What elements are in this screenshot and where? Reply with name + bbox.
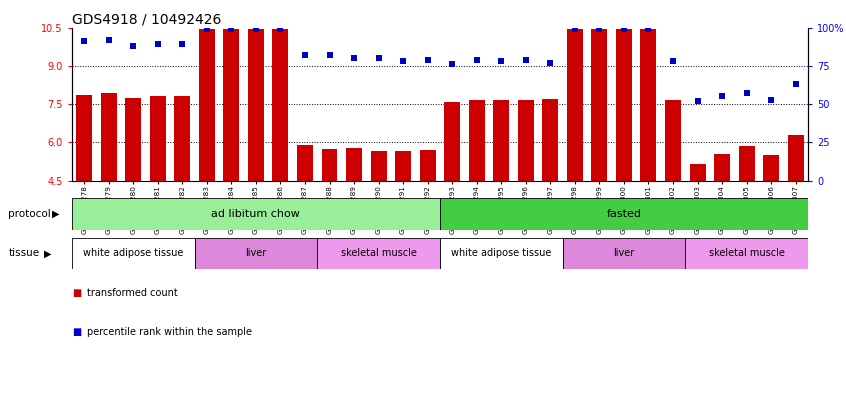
Point [641,26,655,32]
Point [371,55,385,61]
Point [298,52,311,58]
Bar [420,150,436,181]
Bar [371,151,387,181]
Text: white adipose tissue: white adipose tissue [83,248,184,259]
Bar [563,238,685,269]
Text: skeletal muscle: skeletal muscle [709,248,784,259]
Bar [72,198,440,230]
Bar [685,238,808,269]
Point [102,37,115,43]
Bar [788,135,804,181]
Text: skeletal muscle: skeletal muscle [341,248,416,259]
Bar [321,149,338,181]
Point [347,55,360,61]
Bar [714,154,730,181]
Text: fasted: fasted [607,209,641,219]
Bar [518,100,534,181]
Bar [640,29,656,181]
Bar [174,96,190,181]
Text: ■: ■ [72,288,81,298]
Point [273,26,287,32]
Text: white adipose tissue: white adipose tissue [451,248,552,259]
Text: percentile rank within the sample: percentile rank within the sample [87,327,252,337]
Point [224,26,238,32]
Bar [469,100,485,181]
Text: ■: ■ [72,327,81,337]
Bar [542,99,558,181]
Point [470,57,483,63]
Text: liver: liver [613,248,634,259]
Point [126,43,140,49]
Point [715,93,728,99]
Point [568,26,581,32]
Point [592,26,606,32]
Text: transformed count: transformed count [87,288,178,298]
Point [494,58,508,64]
Bar [739,146,755,181]
Bar [440,238,563,269]
Text: liver: liver [245,248,266,259]
Point [200,26,213,32]
Point [690,98,704,104]
Text: ad libitum chow: ad libitum chow [212,209,300,219]
Bar [444,101,460,181]
Bar [689,164,706,181]
Bar [72,238,195,269]
Bar [76,95,92,181]
Text: ▶: ▶ [52,209,60,219]
Bar [125,98,141,181]
Point [420,57,434,63]
Point [543,60,557,66]
Bar [199,29,215,181]
Point [739,90,753,97]
Bar [346,147,362,181]
Point [175,41,189,48]
Bar [297,145,313,181]
Text: GDS4918 / 10492426: GDS4918 / 10492426 [72,12,222,26]
Point [788,81,802,87]
Bar [150,96,166,181]
Bar [272,29,288,181]
Bar [248,29,264,181]
Point [617,26,630,32]
Text: tissue: tissue [8,248,40,259]
Bar [616,29,632,181]
Point [151,41,164,48]
Bar [395,151,411,181]
Point [322,52,336,58]
Bar [440,198,808,230]
Point [249,26,262,32]
Point [77,38,91,44]
Point [396,58,409,64]
Bar [493,100,509,181]
Bar [195,238,317,269]
Bar [763,155,779,181]
Point [764,96,777,103]
Bar [665,100,681,181]
Text: protocol: protocol [8,209,52,219]
Bar [567,29,583,181]
Bar [223,29,239,181]
Text: ▶: ▶ [44,248,52,259]
Point [445,61,459,68]
Bar [591,29,607,181]
Bar [101,93,117,181]
Bar [317,238,440,269]
Point [666,58,679,64]
Point [519,57,532,63]
